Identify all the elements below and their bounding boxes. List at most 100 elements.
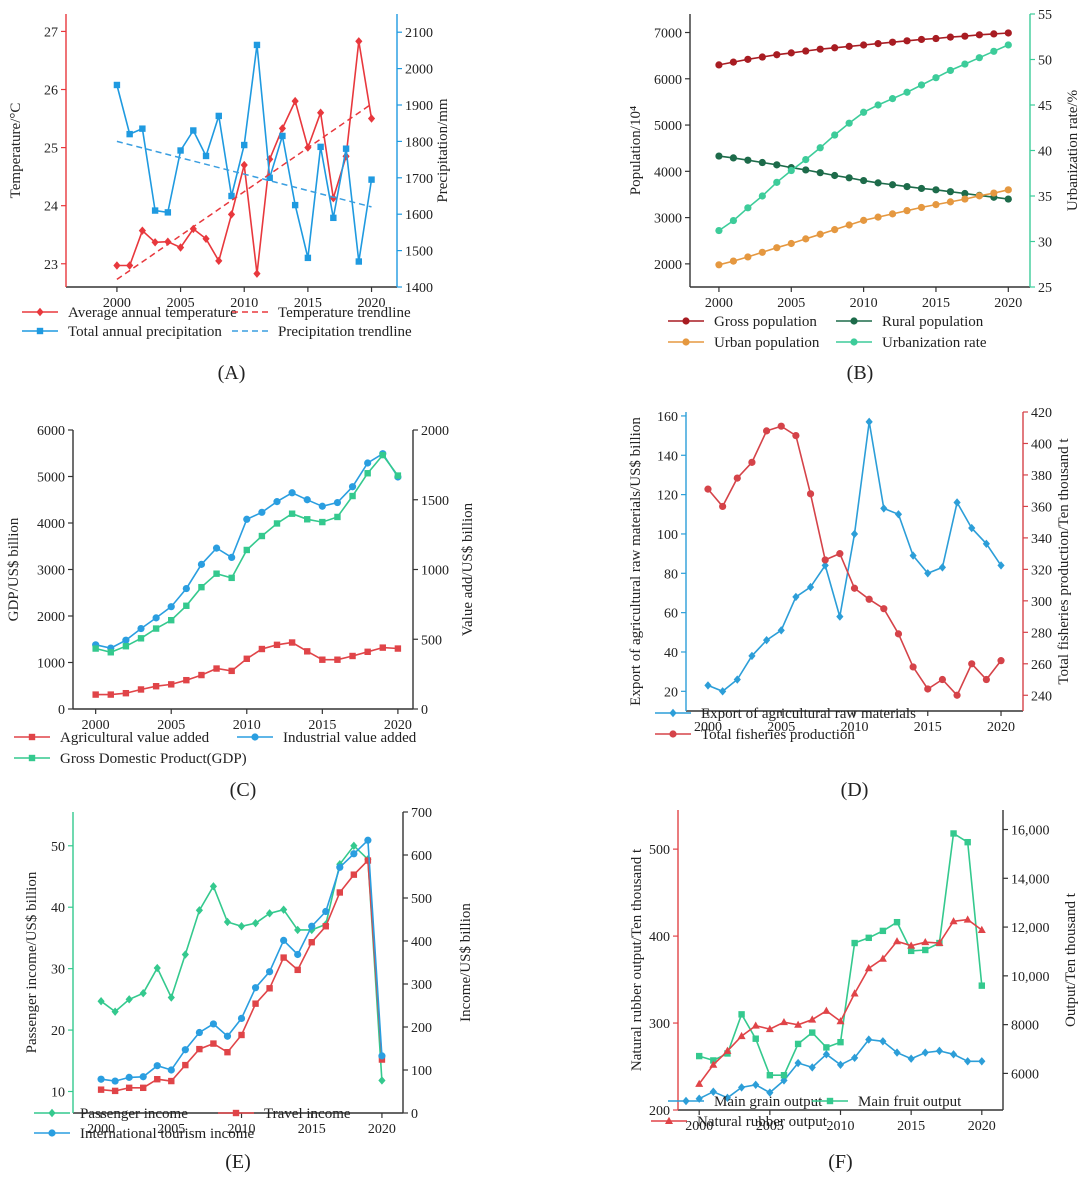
panel-e-data-point: [140, 1084, 147, 1092]
panel-e-right-tick-label: 500: [411, 892, 432, 907]
panel-e-data-point: [294, 925, 302, 935]
panel-a-data-point: [138, 226, 146, 235]
panel-a-data-point: [113, 261, 121, 270]
panel-b-data-point: [917, 81, 926, 89]
panel-d-left-tick-label: 120: [657, 489, 678, 504]
panel-d-x-tick-label: 2000: [694, 720, 722, 735]
panel-e-x-tick-label: 2000: [87, 1122, 115, 1137]
panel-c-data-point: [212, 544, 221, 552]
panel-c-data-point: [152, 683, 160, 690]
panel-b-data-point: [816, 45, 824, 53]
panel-f-right-tick-label: 10,000: [1011, 970, 1050, 985]
panel-f-data-point: [935, 1046, 944, 1056]
panel-f-legend-marker: [826, 1097, 834, 1105]
panel-c-x-tick-label: 2005: [157, 718, 185, 733]
panel-e-data-point: [350, 841, 358, 850]
panel-f-data-point: [822, 1006, 831, 1014]
panel-b-series-line: [718, 44, 1009, 232]
panel-a-right-tick-label: 1900: [405, 99, 433, 114]
panel-a-data-point: [291, 201, 299, 209]
panel-c-left-tick-label: 3000: [37, 564, 65, 579]
panel-d-x-tick-label: 2010: [841, 720, 869, 735]
panel-b-left-tick-label: 7000: [654, 27, 682, 42]
panel-e-data-point: [238, 1031, 245, 1039]
panel-f-data-point: [808, 1063, 816, 1072]
panel-b-x-tick-label: 2020: [994, 296, 1022, 311]
panel-c-x-tick-label: 2010: [233, 718, 261, 733]
panel-d-data-point: [704, 485, 712, 493]
panel-b-ylabel-left: Population/10⁴: [628, 106, 644, 195]
panel-a-caption: (A): [218, 362, 246, 384]
panel-b-data-point: [888, 95, 897, 103]
panel-e-data-point: [97, 1086, 105, 1093]
panel-e-right-tick-label: 700: [411, 806, 432, 821]
panel-e-legend-marker: [232, 1109, 240, 1117]
panel-a-data-point: [317, 108, 325, 117]
panel-e-data-point: [280, 936, 288, 944]
panel-c-data-point: [197, 560, 206, 568]
panel-c-x-tick-label: 2015: [308, 718, 336, 733]
panel-f-data-point: [695, 1079, 704, 1087]
panel-c-data-point: [243, 655, 250, 662]
panel-d-series-2: [704, 422, 1005, 699]
panel-c-data-point: [122, 636, 130, 644]
panel-f-data-point: [935, 938, 944, 947]
panel-a-series-line: [116, 103, 372, 281]
panel-e-data-point: [322, 923, 329, 930]
panel-b-left-tick-label: 3000: [654, 212, 682, 227]
panel-b-series-3: [715, 186, 1012, 269]
panel-d-x-tick-label: 2005: [767, 720, 795, 735]
panel-f-left-tick-label: 300: [649, 1017, 670, 1032]
panel-a-ylabel-right: Precipitation/mm: [435, 98, 451, 202]
panel-a-data-point: [368, 176, 375, 183]
panel-d-data-point: [894, 510, 903, 519]
panel-c-data-point: [319, 518, 326, 526]
panel-b-right-tick-label: 25: [1038, 281, 1052, 296]
panel-d-left-tick-label: 20: [664, 685, 678, 700]
panel-d-data-point: [997, 657, 1005, 665]
panel-a-series-1: [113, 37, 376, 278]
panel-a-legend-label: Average annual temperature: [68, 305, 237, 321]
panel-d-data-point: [894, 630, 903, 638]
panel-c-legend-entry: Industrial value added: [237, 730, 417, 746]
panel-b-data-point: [729, 154, 738, 162]
panel-c-data-point: [198, 583, 205, 591]
panel-f-data-point: [907, 941, 916, 949]
panel-a-x-tick-label: 2000: [103, 296, 131, 311]
panel-e-data-point: [223, 917, 232, 927]
panel-b-data-point: [903, 182, 911, 191]
panel-f-legend-marker: [682, 1096, 690, 1106]
panel-b-legend-marker: [682, 317, 690, 325]
panel-c-data-point: [394, 472, 402, 479]
panel-f-right-tick-label: 8000: [1011, 1019, 1039, 1034]
panel-e-data-point: [308, 939, 315, 946]
panel-d-left-tick-label: 40: [664, 646, 678, 661]
panel-e-legend-marker: [48, 1129, 56, 1137]
panel-b-legend-marker: [850, 317, 858, 325]
panel-b-data-point: [1004, 41, 1012, 49]
panel-b-data-point: [903, 37, 911, 45]
panel-d-data-point: [938, 675, 947, 684]
panel-c-data-point: [304, 516, 311, 523]
panel-a-data-point: [164, 209, 172, 216]
panel-d-legend-marker: [669, 708, 677, 718]
panel-f-data-point: [766, 1072, 774, 1079]
panel-c-data-point: [318, 502, 326, 510]
panel-e-data-point: [125, 1084, 133, 1092]
panel-c-data-point: [198, 671, 205, 679]
panel-d-data-point: [762, 427, 771, 435]
panel-e-data-point: [266, 985, 273, 992]
panel-b-ylabel-right: Urbanization rate/%: [1065, 90, 1081, 211]
panel-a-left-tick-label: 26: [44, 84, 58, 99]
panel-f-x-tick-label: 2010: [827, 1119, 855, 1134]
panel-f-data-point: [780, 1076, 788, 1085]
panel-c-data-point: [152, 614, 160, 622]
panel-b-right-tick-label: 55: [1038, 8, 1052, 23]
panel-b-legend-label: Urban population: [714, 335, 820, 351]
panel-b-legend-marker: [682, 338, 690, 346]
panel-d-data-point: [997, 561, 1005, 570]
panel-a-left-tick-label: 24: [44, 200, 58, 215]
panel-e-data-point: [167, 1066, 175, 1074]
panel-f-data-point: [779, 1017, 788, 1026]
panel-d-right-tick-label: 320: [1031, 563, 1052, 578]
